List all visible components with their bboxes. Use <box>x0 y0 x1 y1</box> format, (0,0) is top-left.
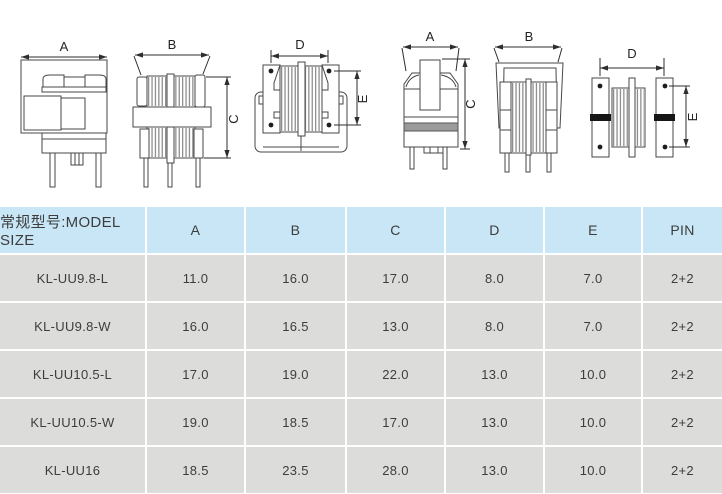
dim-label-c2: C <box>463 99 478 108</box>
table-cell: 10.0 <box>545 447 641 493</box>
table-cell: 16.0 <box>147 303 244 349</box>
model-cell: KL-UU9.8-L <box>0 255 145 301</box>
dim-label-e2: E <box>685 112 700 121</box>
dim-label-d2: D <box>627 46 636 61</box>
table-cell: 7.0 <box>545 255 641 301</box>
model-cell: KL-UU9.8-W <box>0 303 145 349</box>
table-cell: 17.0 <box>347 399 444 445</box>
column-header-e: E <box>545 207 641 253</box>
dim-label-c: C <box>226 114 241 123</box>
table-cell: 13.0 <box>446 399 543 445</box>
table-cell: 17.0 <box>147 351 244 397</box>
table-cell: 18.5 <box>246 399 345 445</box>
table-cell: 13.0 <box>446 351 543 397</box>
table-cell: 13.0 <box>446 447 543 493</box>
drawing-uu-l-side: B C <box>132 37 241 188</box>
table-cell: 2+2 <box>643 303 722 349</box>
table-cell: 16.5 <box>246 303 345 349</box>
table-cell: 2+2 <box>643 399 722 445</box>
table-cell: 16.0 <box>246 255 345 301</box>
dim-label-a: A <box>60 39 69 54</box>
table-cell: 10.0 <box>545 399 641 445</box>
dim-label-a2: A <box>426 29 435 44</box>
table-cell: 10.0 <box>545 351 641 397</box>
table-cell: 8.0 <box>446 255 543 301</box>
dim-label-b2: B <box>525 29 534 44</box>
technical-drawings: A B C <box>20 29 700 188</box>
model-cell: KL-UU16 <box>0 447 145 493</box>
table-cell: 7.0 <box>545 303 641 349</box>
table-cell: 19.0 <box>147 399 244 445</box>
drawing-uu-l-bottom: D E <box>254 37 370 153</box>
table-cell: 13.0 <box>347 303 444 349</box>
table-cell: 11.0 <box>147 255 244 301</box>
column-header-a: A <box>147 207 244 253</box>
column-header-pin: PIN <box>643 207 722 253</box>
model-cell: KL-UU10.5-W <box>0 399 145 445</box>
table-cell: 28.0 <box>347 447 444 493</box>
drawing-uu-l-front: A <box>20 39 108 188</box>
dim-label-d: D <box>295 37 304 52</box>
table-cell: 2+2 <box>643 447 722 493</box>
model-cell: KL-UU10.5-L <box>0 351 145 397</box>
table-cell: 19.0 <box>246 351 345 397</box>
table-cell: 8.0 <box>446 303 543 349</box>
table-cell: 23.5 <box>246 447 345 493</box>
column-header-b: B <box>246 207 345 253</box>
table-cell: 17.0 <box>347 255 444 301</box>
column-header-d: D <box>446 207 543 253</box>
table-cell: 22.0 <box>347 351 444 397</box>
drawing-uu-w-side: B <box>493 29 564 173</box>
model-size-header: 常规型号:MODEL SIZE <box>0 207 145 253</box>
model-size-table: 常规型号:MODEL SIZE A B C D E PIN KL-UU9.8-L… <box>0 207 722 493</box>
column-header-c: C <box>347 207 444 253</box>
drawing-uu-w-bottom: D E <box>590 46 700 158</box>
table-cell: 2+2 <box>643 255 722 301</box>
table-cell: 2+2 <box>643 351 722 397</box>
dim-label-b: B <box>168 37 177 52</box>
dim-label-e: E <box>355 94 370 103</box>
table-cell: 18.5 <box>147 447 244 493</box>
drawing-uu-w-front: A C <box>401 29 478 170</box>
